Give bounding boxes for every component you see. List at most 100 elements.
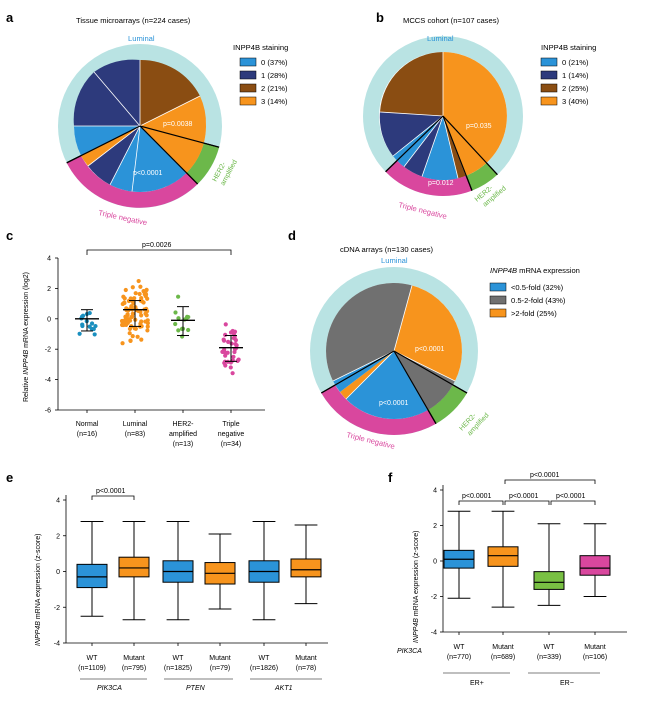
data-point — [125, 320, 130, 325]
ytick-label: -4 — [45, 377, 51, 384]
box — [579, 555, 611, 576]
data-point — [121, 322, 126, 328]
legend-label: 1 (28%) — [261, 71, 288, 80]
legend-label: <0.5-fold (32%) — [511, 283, 564, 292]
data-point — [133, 326, 138, 331]
panel-f-xlabels: WT (n=770) Mutant (n=689) WT (n=339) Mutant (n=… — [447, 632, 607, 661]
panel-b-pvalue-luminal: p=0.035 — [466, 123, 492, 130]
panel-d-pvalue-triple: p<0.0001 — [379, 400, 408, 407]
panel-c-xlabels: Normal (n=16) Luminal (n=83) HER2- amplified (… — [76, 410, 245, 448]
data-point — [222, 360, 227, 366]
xtick-label-2: amplified — [169, 431, 197, 438]
xtick-count: (n=770) — [447, 654, 471, 661]
panel-f-pvalue-1: p<0.0001 — [462, 493, 491, 500]
data-point — [232, 349, 237, 355]
data-point — [222, 350, 227, 355]
data-point — [229, 341, 234, 346]
panel-d-her2-slice-mid — [394, 351, 455, 410]
panel-a-triple-slice-0b — [110, 126, 140, 192]
data-point — [176, 316, 181, 321]
ytick-label: 0 — [56, 569, 60, 576]
panel-b-luminal-slice-3 — [443, 52, 507, 176]
panel-b-pvalue-triple: p=0.012 — [428, 180, 454, 187]
xtick-label: Mutant — [209, 655, 230, 662]
data-point — [139, 295, 144, 301]
panel-f-pvalue-2: p<0.0001 — [509, 493, 538, 500]
panel-f-row-label: PIK3CA — [397, 648, 422, 655]
panel-d-pie — [310, 267, 478, 435]
data-point — [228, 365, 233, 370]
data-point — [130, 314, 135, 319]
panel-e-gene-1: PIK3CA — [97, 685, 122, 692]
data-point — [221, 338, 227, 343]
xtick-count: (n=34) — [221, 441, 241, 448]
legend-label: 0 (21%) — [562, 58, 589, 67]
xtick-count: (n=339) — [537, 654, 561, 661]
data-point — [144, 313, 149, 318]
panel-e-boxes — [76, 520, 322, 621]
ytick-label: 0 — [433, 559, 437, 566]
ytick-label: 4 — [47, 256, 51, 263]
data-point — [223, 353, 228, 358]
panel-d-luminal-slice-high — [394, 285, 462, 381]
panel-e-xlabels: WT (n=1109) Mutant (n=795) WT (n=1825) Mutant (… — [78, 643, 317, 672]
ytick-label: 2 — [433, 523, 437, 530]
legend-swatch — [239, 70, 257, 80]
data-point — [120, 341, 125, 346]
legend-label: 0.5-2-fold (43%) — [511, 296, 566, 305]
panel-d: d cDNA arrays (n=130 cases) L — [288, 228, 580, 451]
legend-swatch — [489, 295, 507, 305]
xtick-label-2: negative — [218, 431, 245, 438]
panel-f: f INPP4B mRNA expression (z-score) 4 2 0 -2… — [388, 470, 627, 687]
panel-e: e INPP4B mRNA expression (z-score) 4 2 0 -2… — [6, 470, 328, 692]
box — [76, 563, 108, 589]
panel-e-pvalue: p<0.0001 — [96, 488, 125, 495]
data-point — [236, 357, 241, 362]
panel-c-points — [75, 278, 243, 376]
data-point — [136, 278, 141, 284]
ytick-label: 2 — [56, 533, 60, 540]
xtick-label: HER2- — [172, 421, 194, 428]
data-point — [89, 321, 95, 326]
legend-label: 3 (14%) — [261, 97, 288, 106]
ytick-label: -4 — [431, 630, 437, 637]
xtick-label: Mutant — [584, 644, 605, 651]
panel-f-pvalue-4: p<0.0001 — [530, 472, 559, 479]
data-point — [230, 371, 235, 376]
panel-f-group-1: ER+ — [470, 680, 484, 687]
data-point — [223, 322, 228, 327]
panel-a-triple-slice-0 — [132, 126, 187, 192]
legend-label: >2-fold (25%) — [511, 309, 557, 318]
box — [118, 556, 150, 578]
panel-c-bracket — [86, 249, 232, 255]
panel-a-triple-slice-1 — [88, 126, 140, 185]
panel-b-pie — [363, 36, 523, 197]
legend-swatch — [540, 57, 558, 67]
ytick-label: -2 — [45, 347, 51, 354]
panel-a-luminal-slice-1 — [94, 59, 140, 126]
panel-e-letter: e — [6, 470, 13, 485]
ytick-label: -2 — [54, 605, 60, 612]
panel-d-legend: <0.5-fold (32%) 0.5-2-fold (43%) >2-fold (… — [489, 282, 566, 318]
panel-d-title: cDNA arrays (n=130 cases) — [340, 245, 434, 254]
legend-swatch — [540, 70, 558, 80]
panel-c-letter: c — [6, 228, 13, 243]
data-point — [226, 339, 231, 344]
data-point — [186, 327, 191, 333]
panel-f-group-2: ER− — [560, 680, 574, 687]
panel-f-yticks: 4 2 0 -2 -4 — [431, 488, 443, 637]
ytick-label: 0 — [47, 316, 51, 323]
panel-a: a Tissue microarrays (n=224 cases) — [6, 10, 288, 227]
panel-a-luminal-slice-0 — [73, 126, 140, 156]
data-point — [143, 289, 148, 294]
panel-a-pvalue-triple: p<0.0001 — [133, 170, 162, 177]
data-point — [128, 296, 133, 301]
data-point — [139, 313, 144, 318]
data-point — [223, 332, 228, 337]
legend-swatch — [540, 83, 558, 93]
data-point — [122, 300, 127, 306]
data-point — [138, 321, 143, 326]
ytick-label: 4 — [433, 488, 437, 495]
data-point — [145, 328, 150, 333]
